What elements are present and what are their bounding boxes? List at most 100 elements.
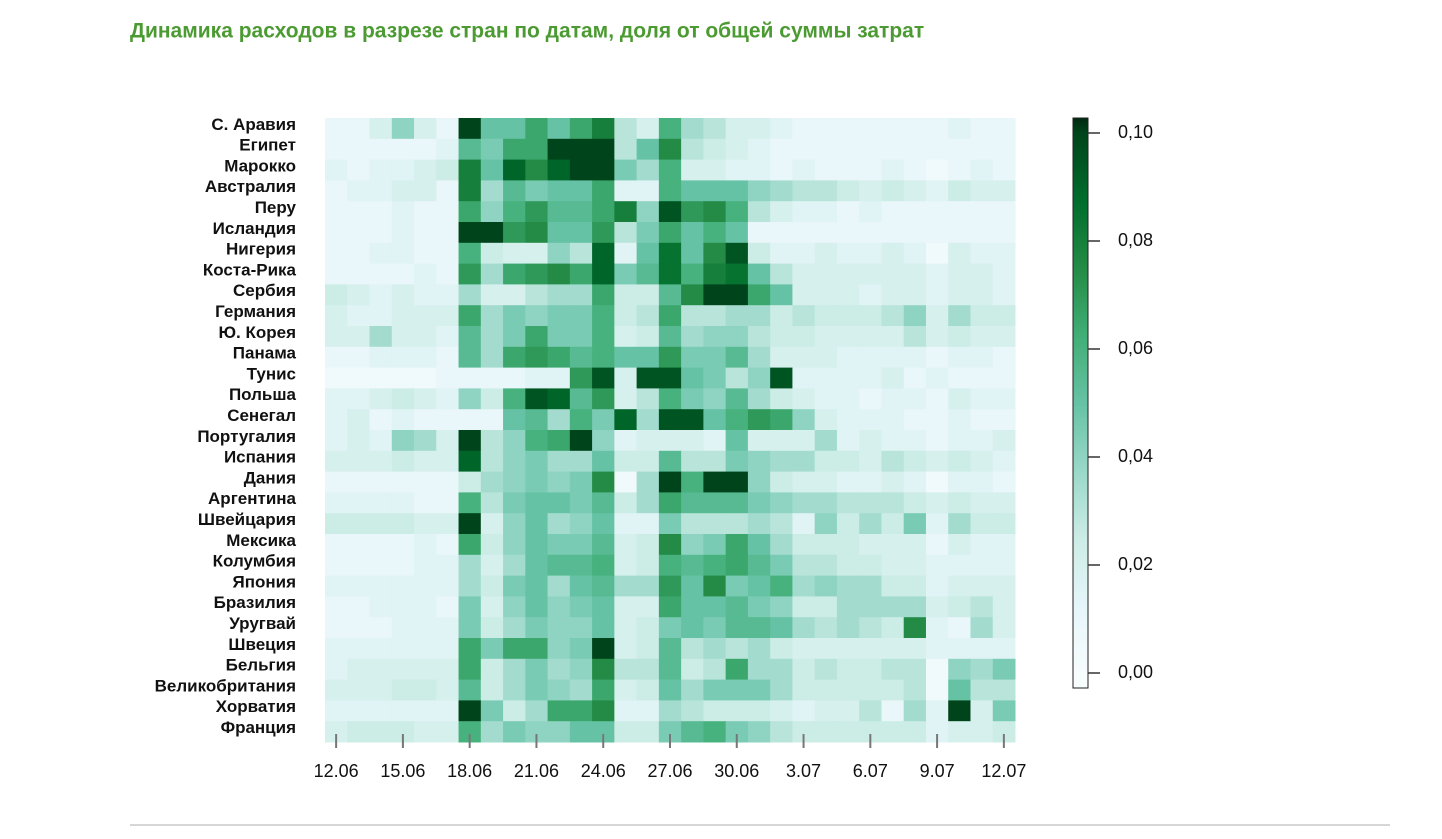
heat-cell: [614, 159, 638, 181]
y-tick-label: Уругвай: [229, 614, 296, 633]
heat-cell: [547, 596, 571, 618]
heat-cell: [747, 430, 771, 452]
heat-cell: [881, 388, 905, 410]
heat-cell: [948, 721, 971, 743]
heat-cell: [614, 554, 638, 577]
heat-cell: [903, 222, 927, 244]
heat-cell: [836, 471, 860, 493]
colorbar-tick-label: 0,00: [1118, 662, 1153, 682]
y-tick-label: Перу: [255, 198, 297, 217]
heat-cell: [592, 138, 615, 161]
heat-cell: [770, 679, 793, 701]
heat-cell: [948, 534, 971, 556]
heat-cell: [725, 700, 749, 722]
heat-cell: [614, 513, 638, 535]
heat-cell: [414, 721, 437, 743]
heat-cell: [614, 596, 638, 618]
heat-cell: [992, 638, 1016, 660]
heat-cell: [681, 471, 704, 493]
heat-cell: [836, 326, 860, 348]
heat-cell: [325, 346, 348, 369]
heat-cell: [503, 284, 526, 306]
heat-cell: [369, 263, 393, 285]
heat-cell: [458, 159, 482, 181]
heat-cell: [347, 388, 371, 410]
heat-cell: [970, 284, 994, 306]
heat-cell: [970, 138, 994, 161]
heat-cell: [948, 242, 971, 265]
heat-cell: [391, 554, 415, 577]
heat-cell: [391, 430, 415, 452]
heat-cell: [725, 222, 749, 244]
heat-cell: [458, 638, 482, 660]
heat-cell: [614, 346, 638, 369]
heat-cell: [881, 492, 905, 514]
heat-cell: [569, 159, 593, 181]
heat-cell: [814, 263, 838, 285]
heat-cell: [525, 305, 549, 327]
heat-cell: [436, 284, 460, 306]
heat-cell: [458, 138, 482, 161]
heat-cell: [525, 346, 549, 369]
heat-cell: [903, 575, 927, 597]
heat-cell: [436, 721, 460, 743]
heat-cell: [725, 679, 749, 701]
heat-cell: [436, 430, 460, 452]
heat-cell: [592, 346, 615, 369]
heat-cell: [414, 638, 437, 660]
heat-cell: [836, 554, 860, 577]
heat-cell: [480, 159, 504, 181]
heat-cell: [681, 138, 704, 161]
heat-cell: [569, 409, 593, 431]
heat-cell: [503, 430, 526, 452]
heat-cell: [792, 450, 816, 473]
heat-cell: [503, 554, 526, 577]
heat-cell: [658, 554, 682, 577]
heat-cell: [569, 617, 593, 639]
colorbar-tick-label: 0,08: [1118, 230, 1153, 250]
heat-cell: [414, 367, 437, 389]
heat-cell: [725, 430, 749, 452]
heat-cell: [925, 700, 949, 722]
heat-cell: [480, 409, 504, 431]
heat-cell: [770, 263, 793, 285]
heat-cell: [614, 679, 638, 701]
heat-cell: [503, 305, 526, 327]
heat-cell: [703, 575, 727, 597]
heat-cell: [992, 118, 1016, 140]
heat-cell: [681, 326, 704, 348]
heat-cell: [836, 679, 860, 701]
heat-cell: [547, 617, 571, 639]
heat-cell: [658, 638, 682, 660]
y-tick-label: Сенегал: [227, 406, 296, 425]
heat-cell: [325, 430, 348, 452]
heat-cell: [414, 222, 437, 244]
heat-cell: [614, 326, 638, 348]
heat-cell: [436, 575, 460, 597]
heat-cell: [970, 492, 994, 514]
heat-cell: [347, 222, 371, 244]
heat-cell: [636, 305, 660, 327]
heat-cell: [770, 430, 793, 452]
heat-cell: [414, 138, 437, 161]
heat-cell: [325, 138, 348, 161]
heat-cell: [681, 284, 704, 306]
heat-cell: [948, 471, 971, 493]
heat-cell: [458, 180, 482, 202]
heat-cell: [903, 284, 927, 306]
heat-cell: [747, 326, 771, 348]
heat-cell: [658, 700, 682, 722]
heat-cell: [592, 118, 615, 140]
heat-cell: [903, 492, 927, 514]
heat-cell: [725, 638, 749, 660]
heat-cell: [792, 534, 816, 556]
heat-cell: [525, 534, 549, 556]
heat-cell: [948, 305, 971, 327]
heat-cell: [525, 617, 549, 639]
heat-cell: [458, 513, 482, 535]
colorbar: [1072, 117, 1089, 689]
heat-cell: [614, 201, 638, 223]
heat-cell: [325, 534, 348, 556]
heat-cell: [503, 721, 526, 743]
heat-cell: [547, 284, 571, 306]
